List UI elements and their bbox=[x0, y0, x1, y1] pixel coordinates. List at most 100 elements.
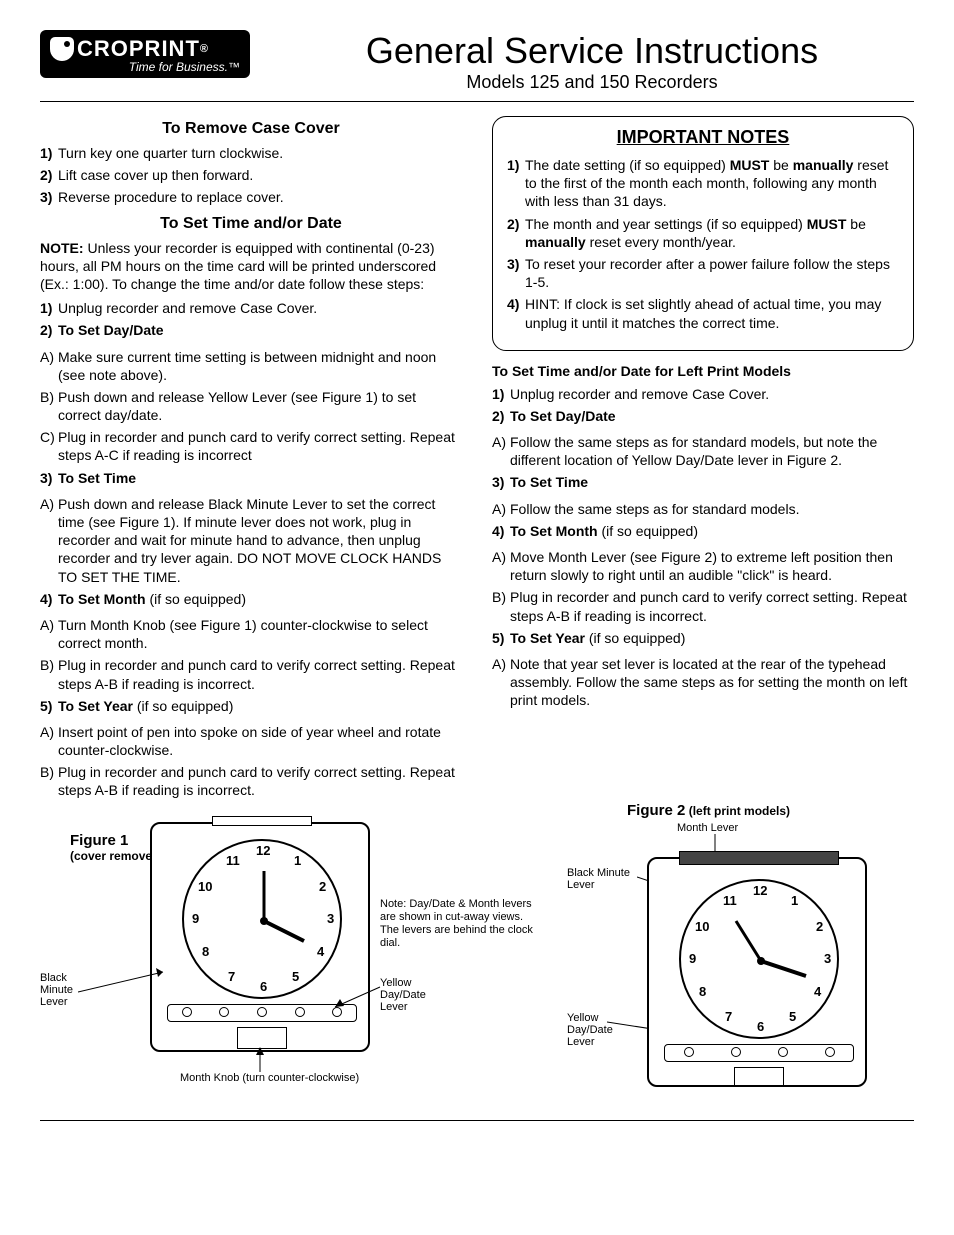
step4: 4)To Set Month (if so equipped) bbox=[40, 590, 462, 608]
n1: 1 bbox=[294, 853, 301, 868]
n11: 11 bbox=[226, 853, 240, 868]
top-bar bbox=[212, 816, 312, 826]
sub-item: A)Insert point of pen into spoke on side… bbox=[40, 723, 462, 759]
note-text: Unless your recorder is equipped with co… bbox=[40, 240, 436, 292]
page-header: CROPRINT ® Time for Business.™ General S… bbox=[40, 30, 914, 93]
footer-divider bbox=[40, 1120, 914, 1121]
bottom-rail bbox=[664, 1044, 854, 1062]
list-item: 4)To Set Month (if so equipped) bbox=[492, 522, 914, 540]
fig2-yellow-label: Yellow Day/Date Lever bbox=[567, 1012, 613, 1048]
lp-step4: 4)To Set Month (if so equipped) bbox=[492, 522, 914, 540]
list-item: 3)Reverse procedure to replace cover. bbox=[40, 188, 462, 206]
list-item: 3)To Set Time bbox=[492, 473, 914, 491]
sub-item: A)Make sure current time setting is betw… bbox=[40, 348, 462, 384]
n5: 5 bbox=[292, 969, 299, 984]
clock-hands-icon bbox=[184, 841, 344, 1001]
bottom-rail bbox=[167, 1004, 357, 1022]
list-item: 2)To Set Day/Date bbox=[492, 407, 914, 425]
step-head: To Set Day/Date bbox=[510, 408, 616, 424]
sub-text: Push down and release Black Minute Lever… bbox=[58, 496, 441, 585]
brand-line: CROPRINT ® bbox=[50, 36, 240, 62]
step-head: To Set Month bbox=[510, 523, 598, 539]
sub-text: Plug in recorder and punch card to verif… bbox=[510, 589, 907, 623]
t: The month and year settings (if so equip… bbox=[525, 216, 807, 232]
t: To reset your recorder after a power fai… bbox=[525, 256, 890, 290]
t: MUST bbox=[807, 216, 847, 232]
t: reset every month/year. bbox=[586, 234, 736, 250]
list-item: 1)Turn key one quarter turn clockwise. bbox=[40, 144, 462, 162]
brand-name: CROPRINT bbox=[77, 36, 200, 62]
fig1-clock-face: 12 1 2 3 4 5 6 7 8 9 10 11 bbox=[182, 839, 342, 999]
lp-step3: 3)To Set Time bbox=[492, 473, 914, 491]
n7: 7 bbox=[228, 969, 235, 984]
t: MUST bbox=[730, 157, 770, 173]
item-text: Turn key one quarter turn clockwise. bbox=[58, 145, 283, 161]
fig1-yellow-label: Yellow Day/Date Lever bbox=[380, 977, 426, 1013]
fig1-month-label: Month Knob (turn counter-clockwise) bbox=[180, 1072, 359, 1084]
list-item: 2)Lift case cover up then forward. bbox=[40, 166, 462, 184]
list-item: 2) The month and year settings (if so eq… bbox=[507, 215, 899, 251]
sub-item: A)Follow the same steps as for standard … bbox=[492, 433, 914, 469]
fig1-title: Figure 1 bbox=[70, 832, 128, 849]
t: manually bbox=[525, 234, 586, 250]
sub-item: A)Note that year set lever is located at… bbox=[492, 655, 914, 710]
set-time-date-list: 1)Unplug recorder and remove Case Cover.… bbox=[40, 299, 462, 339]
fig2-base bbox=[734, 1067, 784, 1087]
important-list: 1) The date setting (if so equipped) MUS… bbox=[507, 156, 899, 332]
set-time-date-heading: To Set Time and/or Date bbox=[40, 215, 462, 233]
t: HINT: If clock is set slightly ahead of … bbox=[525, 296, 881, 330]
step-head: To Set Time bbox=[510, 474, 588, 490]
sub-item: B)Push down and release Yellow Lever (se… bbox=[40, 388, 462, 424]
important-notes-box: IMPORTANT NOTES 1) The date setting (if … bbox=[492, 116, 914, 351]
n11: 11 bbox=[723, 893, 737, 908]
step-suffix: (if so equipped) bbox=[146, 591, 246, 607]
top-bar bbox=[679, 851, 839, 865]
figure-1: Figure 1 (cover removed) 12 1 2 3 4 5 6 … bbox=[40, 822, 467, 1092]
remove-cover-list: 1)Turn key one quarter turn clockwise. 2… bbox=[40, 144, 462, 207]
n9: 9 bbox=[192, 911, 199, 926]
step-suffix: (if so equipped) bbox=[598, 523, 698, 539]
arrow-icon bbox=[250, 1047, 270, 1072]
item-text: Unplug recorder and remove Case Cover. bbox=[58, 300, 317, 316]
n12: 12 bbox=[256, 843, 270, 858]
fig2-clock-face: 12 1 2 3 4 5 6 7 8 9 10 11 bbox=[679, 879, 839, 1039]
list-item: 4)HINT: If clock is set slightly ahead o… bbox=[507, 295, 899, 331]
sub-item: C)Plug in recorder and punch card to ver… bbox=[40, 428, 462, 464]
list-item: 1)Unplug recorder and remove Case Cover. bbox=[40, 299, 462, 317]
arrow-icon bbox=[330, 982, 385, 1012]
sub-item: B)Plug in recorder and punch card to ver… bbox=[492, 588, 914, 624]
step-head: To Set Month bbox=[58, 591, 146, 607]
lp-step1: 1)Unplug recorder and remove Case Cover.… bbox=[492, 385, 914, 425]
n3: 3 bbox=[824, 951, 831, 966]
brand-logo: CROPRINT ® Time for Business.™ bbox=[40, 30, 250, 78]
n1: 1 bbox=[791, 893, 798, 908]
n4: 4 bbox=[317, 944, 324, 959]
n7: 7 bbox=[725, 1009, 732, 1024]
logo-icon bbox=[50, 37, 74, 61]
fig2-title-block: Figure 2 (left print models) bbox=[627, 802, 790, 819]
list-item: 1)Unplug recorder and remove Case Cover. bbox=[492, 385, 914, 403]
t: be bbox=[769, 157, 792, 173]
fig2-title: Figure 2 bbox=[627, 802, 685, 819]
fig1-minute-label: Black Minute Lever bbox=[40, 972, 73, 1008]
sub-text: Turn Month Knob (see Figure 1) counter-c… bbox=[58, 617, 428, 651]
sub-text: Note that year set lever is located at t… bbox=[510, 656, 907, 708]
important-notes-heading: IMPORTANT NOTES bbox=[507, 127, 899, 148]
sub-text: Plug in recorder and punch card to verif… bbox=[58, 429, 455, 463]
right-column: IMPORTANT NOTES 1) The date setting (if … bbox=[492, 116, 914, 804]
brand-reg: ® bbox=[200, 43, 209, 55]
fig2-month-label: Month Lever bbox=[677, 822, 738, 834]
list-item: 3)To Set Time bbox=[40, 469, 462, 487]
n3: 3 bbox=[327, 911, 334, 926]
item-text: Lift case cover up then forward. bbox=[58, 167, 253, 183]
page-subtitle: Models 125 and 150 Recorders bbox=[270, 72, 914, 93]
sub-item: B)Plug in recorder and punch card to ver… bbox=[40, 763, 462, 799]
sub-text: Move Month Lever (see Figure 2) to extre… bbox=[510, 549, 893, 583]
brand-tagline: Time for Business.™ bbox=[50, 60, 240, 74]
t: The date setting (if so equipped) bbox=[525, 157, 730, 173]
list-item: 5)To Set Year (if so equipped) bbox=[492, 629, 914, 647]
remove-cover-heading: To Remove Case Cover bbox=[40, 120, 462, 138]
sub-text: Follow the same steps as for standard mo… bbox=[510, 501, 799, 517]
sub-text: Plug in recorder and punch card to verif… bbox=[58, 657, 455, 691]
note-label: NOTE: bbox=[40, 240, 84, 256]
